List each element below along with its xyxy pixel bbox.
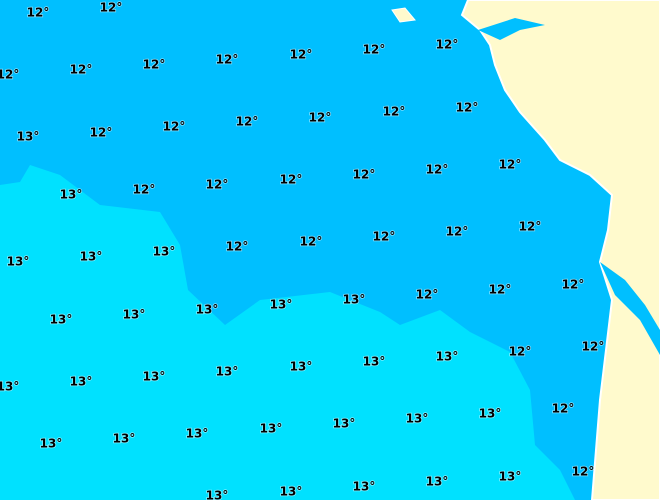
temperature-label: 12°	[436, 38, 459, 52]
temperature-label: 12°	[206, 178, 229, 192]
temperature-label: 12°	[582, 340, 605, 354]
temperature-label: 13°	[280, 485, 303, 499]
temperature-label: 12°	[572, 465, 595, 479]
temperature-label: 12°	[290, 48, 313, 62]
bay	[478, 18, 545, 40]
island	[391, 7, 416, 23]
temperature-label: 12°	[226, 240, 249, 254]
temperature-label: 12°	[426, 163, 449, 177]
temperature-label: 12°	[519, 220, 542, 234]
temperature-label: 12°	[0, 68, 19, 82]
temperature-label: 13°	[80, 250, 103, 264]
temperature-label: 12°	[133, 183, 156, 197]
temperature-label: 12°	[70, 63, 93, 77]
temperature-label: 12°	[383, 105, 406, 119]
temperature-label: 12°	[143, 58, 166, 72]
temperature-label: 12°	[363, 43, 386, 57]
temperature-label: 13°	[436, 350, 459, 364]
land	[460, 0, 660, 500]
temperature-label: 13°	[7, 255, 30, 269]
labels: 12° 12° 12° 12° 12° 12° 12° 12° 12° 13° 12° 12° 12° 1…	[0, 0, 605, 500]
temperature-label: 12°	[236, 115, 259, 129]
temperature-label: 13°	[40, 437, 63, 451]
temperature-label: 12°	[509, 345, 532, 359]
temperature-label: 12°	[309, 111, 332, 125]
temperature-label: 12°	[216, 53, 239, 67]
temperature-label: 12°	[562, 278, 585, 292]
temperature-label: 12°	[489, 283, 512, 297]
temperature-label: 12°	[373, 230, 396, 244]
temperature-label: 12°	[280, 173, 303, 187]
temperature-label: 13°	[479, 407, 502, 421]
temperature-label: 13°	[60, 188, 83, 202]
estuary	[600, 262, 660, 355]
temperature-label: 12°	[416, 288, 439, 302]
temperature-label: 13°	[333, 417, 356, 431]
temperature-label: 12°	[100, 1, 123, 15]
temperature-label: 13°	[499, 470, 522, 484]
temperature-label: 13°	[196, 303, 219, 317]
temperature-label: 13°	[50, 313, 73, 327]
temperature-label: 13°	[0, 380, 19, 394]
temperature-label: 13°	[363, 355, 386, 369]
temperature-label: 13°	[260, 422, 283, 436]
temperature-label: 13°	[426, 475, 449, 489]
temperature-label: 13°	[113, 432, 136, 446]
temperature-label: 13°	[206, 489, 229, 500]
temperature-label: 12°	[353, 168, 376, 182]
temperature-label: 12°	[499, 158, 522, 172]
temperature-label: 13°	[343, 293, 366, 307]
temperature-label: 13°	[406, 412, 429, 426]
temperature-label: 12°	[446, 225, 469, 239]
temperature-label: 13°	[70, 375, 93, 389]
temperature-label: 12°	[552, 402, 575, 416]
temperature-label: 12°	[163, 120, 186, 134]
temperature-label: 12°	[456, 101, 479, 115]
temperature-label: 13°	[353, 480, 376, 494]
temperature-label: 13°	[143, 370, 166, 384]
temperature-label: 13°	[123, 308, 146, 322]
temperature-label: 12°	[27, 6, 50, 20]
temperature-label: 12°	[300, 235, 323, 249]
temperature-label: 13°	[186, 427, 209, 441]
temperature-label: 13°	[17, 130, 40, 144]
temperature-label: 13°	[270, 298, 293, 312]
temperature-label: 13°	[290, 360, 313, 374]
temperature-label: 13°	[153, 245, 176, 259]
temperature-label: 13°	[216, 365, 239, 379]
temperature-label: 12°	[90, 126, 113, 140]
sea-13	[0, 165, 575, 500]
